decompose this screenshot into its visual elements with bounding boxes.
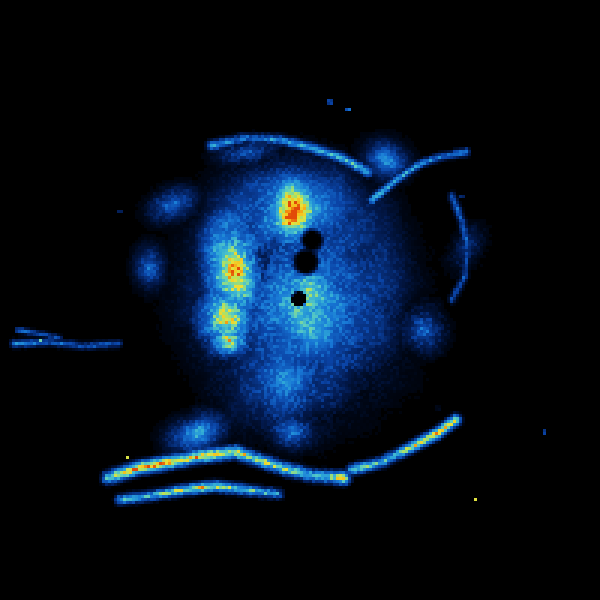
intensity-map-viewport (0, 0, 600, 600)
intensity-map-canvas (0, 0, 600, 600)
